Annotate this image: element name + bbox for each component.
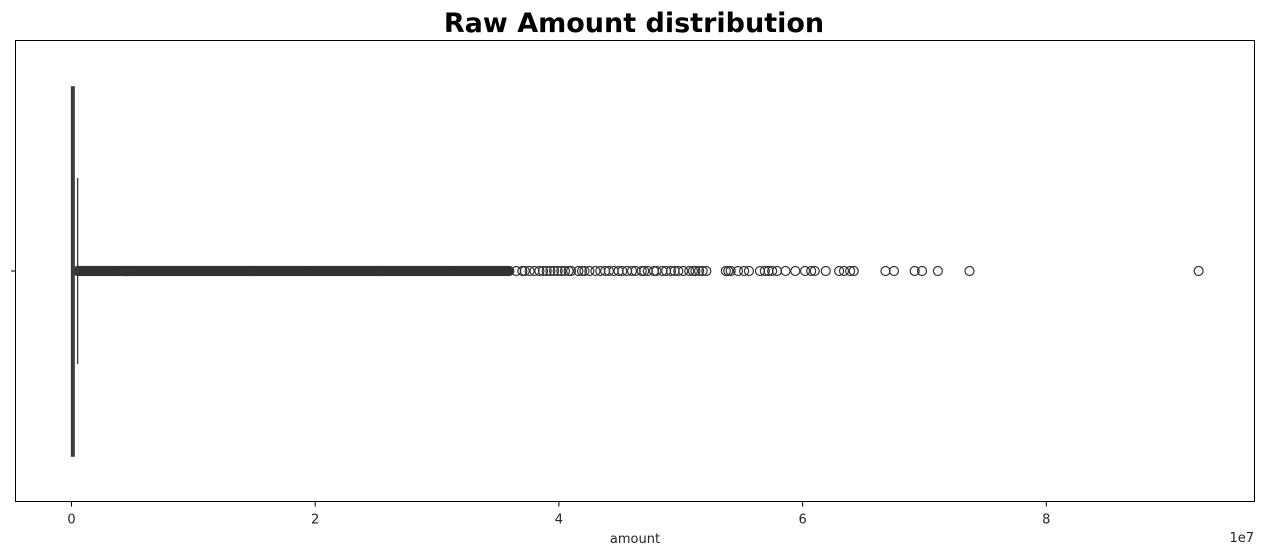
outlier-point — [964, 265, 975, 277]
outlier-point — [590, 265, 601, 277]
box-layer — [70, 86, 79, 457]
outlier-point — [701, 265, 712, 277]
outlier-point — [504, 265, 515, 277]
outlier-layer — [72, 265, 1204, 277]
outlier-point — [790, 265, 801, 277]
x-axis-label: amount — [610, 532, 660, 547]
x-tick-label: 2 — [311, 513, 319, 528]
outlier-point — [916, 265, 928, 277]
outlier-point — [534, 265, 545, 277]
outlier-point — [545, 265, 556, 277]
outlier-point — [759, 265, 770, 277]
outlier-point — [743, 265, 755, 277]
outlier-point — [548, 265, 560, 277]
outlier-point — [565, 265, 577, 277]
outlier-point — [684, 265, 695, 277]
outlier-point — [626, 265, 638, 277]
x-tick-label: 8 — [1042, 513, 1050, 528]
outlier-point — [1193, 265, 1204, 277]
outlier-point — [687, 265, 699, 277]
outlier-point — [806, 265, 817, 277]
x-tick-label: 6 — [798, 513, 806, 528]
outlier-point — [732, 265, 744, 277]
outlier-point — [579, 265, 590, 277]
outlier-point — [673, 265, 684, 277]
outlier-point — [780, 265, 791, 277]
outlier-point — [739, 265, 750, 277]
outlier-point — [880, 265, 891, 277]
outlier-point — [834, 265, 845, 277]
outlier-point — [639, 265, 650, 277]
chart-title: Raw Amount distribution — [444, 8, 824, 39]
outlier-point — [809, 265, 820, 277]
outlier-point — [519, 265, 530, 277]
outlier-point — [576, 265, 588, 277]
outlier-point — [541, 265, 552, 277]
outlier-point — [697, 265, 708, 277]
outlier-point — [584, 265, 595, 277]
outlier-point — [838, 265, 850, 277]
outlier-point — [537, 265, 549, 277]
outlier-point — [556, 265, 567, 277]
outlier-point — [517, 265, 528, 277]
outlier-point — [573, 265, 584, 277]
outlier-point — [665, 265, 677, 277]
outlier-point — [690, 265, 701, 277]
outlier-point — [845, 265, 856, 277]
outlier-point — [524, 265, 535, 277]
outlier-point — [799, 265, 811, 277]
outlier-point — [693, 265, 705, 277]
x-tick-label: 4 — [555, 513, 563, 528]
outlier-point — [909, 265, 920, 277]
outlier-point — [678, 265, 689, 277]
x-tick-label: 0 — [67, 513, 75, 528]
outlier-point — [820, 265, 831, 277]
x-offset-label: 1e7 — [1229, 531, 1254, 546]
outlier-point — [725, 265, 736, 277]
outlier-point — [723, 265, 734, 277]
outlier-point — [603, 265, 614, 277]
outlier-point — [552, 265, 563, 277]
outlier-point — [563, 265, 574, 277]
outlier-point — [848, 265, 859, 277]
outlier-point — [617, 265, 628, 277]
outlier-point — [720, 265, 731, 277]
outlier-point — [651, 265, 662, 277]
outlier-point — [636, 265, 647, 277]
outlier-point — [767, 265, 778, 277]
outlier-point — [559, 265, 571, 277]
x-axis: 0 2 4 6 8 — [67, 501, 1050, 528]
outlier-point — [932, 265, 943, 277]
outlier-point — [888, 265, 900, 277]
